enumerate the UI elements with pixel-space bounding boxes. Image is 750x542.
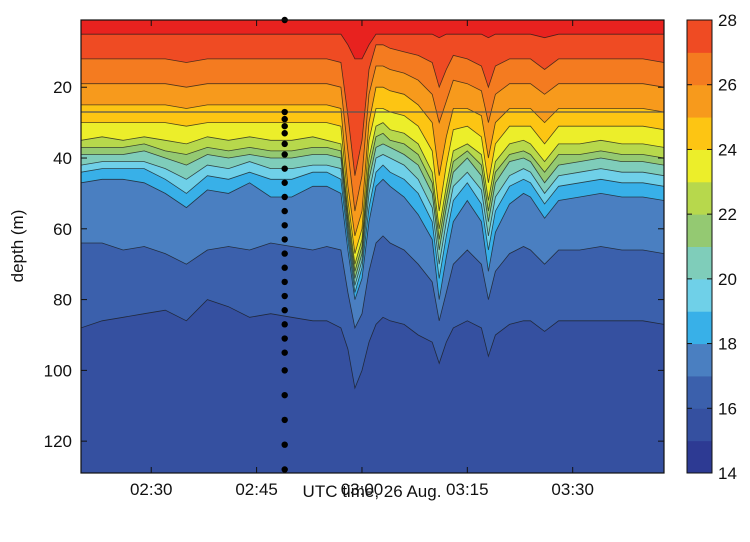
y-tick-label: 60 xyxy=(53,220,72,239)
isotherm-15.5 xyxy=(81,299,664,390)
profile-marker-dot xyxy=(281,335,288,342)
isotherm-22.5 xyxy=(81,122,664,265)
colorbar: 14 16 18 20 22 24 26 28 xyxy=(686,11,737,483)
colorbar-segment-26 xyxy=(687,52,712,86)
profile-marker-dot xyxy=(281,115,288,123)
profile-marker-dot xyxy=(281,391,288,399)
isotherm-25.5 xyxy=(81,65,664,212)
temperature-bands xyxy=(81,34,664,473)
isotherm-19.5 xyxy=(81,154,664,286)
x-tick-label: 03:15 xyxy=(446,480,489,499)
isotherm-26.5 xyxy=(81,44,664,176)
colorbar-segment-20 xyxy=(687,246,712,280)
x-tick-label: 02:30 xyxy=(130,480,173,499)
colorbar-segment-27 xyxy=(687,20,712,53)
isotherm-21.5 xyxy=(81,132,664,272)
colorbar-tick-label: 14 xyxy=(718,464,737,483)
profile-marker-dot xyxy=(281,264,288,271)
colorbar-tick-label: 28 xyxy=(718,11,737,30)
x-tick-label: 03:00 xyxy=(341,480,384,499)
colorbar-segment-14 xyxy=(687,440,712,474)
profile-marker-dot xyxy=(281,307,288,314)
colorbar-tick-label: 18 xyxy=(718,335,737,354)
x-axis-label: UTC time, 26 Aug. xyxy=(303,482,442,501)
isotherm-lines xyxy=(81,33,664,390)
profile-marker-dot xyxy=(281,367,288,374)
colorbar-segment-23 xyxy=(687,149,712,183)
y-axis: 20 40 60 80 100 120 xyxy=(44,78,664,451)
plot-area xyxy=(80,16,665,474)
profile-marker-dot xyxy=(281,122,288,130)
profile-marker-dot xyxy=(281,236,288,243)
colorbar-segment-16 xyxy=(687,375,712,409)
profile-marker-dot xyxy=(281,207,288,215)
y-tick-label: 100 xyxy=(44,361,72,380)
colorbar-tick-label: 20 xyxy=(718,270,737,289)
isotherm-20.5 xyxy=(81,143,664,279)
y-tick-label: 80 xyxy=(53,291,72,310)
profile-marker-dot xyxy=(281,108,288,116)
colorbar-frame xyxy=(686,19,713,474)
isotherm-17.5 xyxy=(81,178,664,300)
profile-marker-dot xyxy=(281,130,288,137)
profile-marker-dot xyxy=(281,179,288,186)
y-tick-label: 40 xyxy=(53,149,72,168)
profile-marker-dot xyxy=(281,165,288,172)
plot-frame xyxy=(80,19,665,474)
colorbar-segment-19 xyxy=(687,278,712,312)
isotherm-18.5 xyxy=(81,164,664,293)
profile-marker-dot xyxy=(281,250,288,257)
colorbar-tick-label: 24 xyxy=(718,140,737,159)
isotherm-16.5 xyxy=(81,235,664,330)
x-axis: 02:30 02:45 03:00 03:15 03:30 xyxy=(130,20,594,499)
colorbar-segment-24 xyxy=(687,117,712,150)
profile-marker-dot xyxy=(281,193,288,201)
isotherm-27.5 xyxy=(81,33,664,60)
colorbar-segment-15 xyxy=(687,408,712,442)
profile-marker-dot xyxy=(281,222,288,229)
colorbar-tick-label: 22 xyxy=(718,205,737,224)
profile-marker-dot xyxy=(281,466,288,473)
profile-marker-dot xyxy=(281,278,288,286)
profile-marker-dot xyxy=(281,416,288,424)
colorbar-tick-label: 26 xyxy=(718,76,737,95)
band-15 xyxy=(81,299,664,473)
colorbar-segment-22 xyxy=(687,181,712,215)
colorbar-segment-21 xyxy=(687,214,712,247)
x-tick-label: 02:45 xyxy=(235,480,278,499)
colorbar-segment-25 xyxy=(687,84,712,118)
profile-marker-dot xyxy=(281,292,288,300)
colorbar-segment-18 xyxy=(687,311,712,345)
colorbar-tick-label: 16 xyxy=(718,399,737,418)
y-axis-label: depth (m) xyxy=(8,210,27,283)
profile-marker-dot xyxy=(281,140,288,148)
colorbar-segment-17 xyxy=(687,343,712,377)
isotherm-24.5 xyxy=(81,86,664,237)
x-tick-label: 03:30 xyxy=(551,480,594,499)
profile-marker-dot xyxy=(281,151,288,158)
profile-marker-dot xyxy=(281,321,288,328)
profile-marker-dot xyxy=(281,349,288,356)
y-tick-label: 20 xyxy=(53,78,72,97)
profile-marker-dot xyxy=(281,441,288,448)
y-tick-label: 120 xyxy=(44,432,72,451)
